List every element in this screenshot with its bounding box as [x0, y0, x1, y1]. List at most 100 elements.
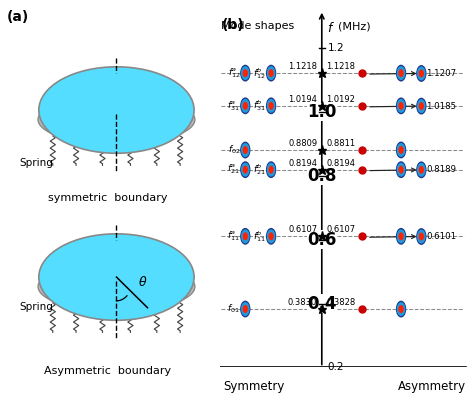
Ellipse shape	[38, 262, 195, 311]
Text: symmetric  boundary: symmetric boundary	[48, 193, 168, 204]
Circle shape	[417, 66, 426, 81]
Text: 0.6107: 0.6107	[288, 226, 317, 234]
Circle shape	[267, 162, 275, 177]
Ellipse shape	[39, 67, 194, 153]
Circle shape	[269, 233, 273, 240]
Circle shape	[397, 98, 406, 114]
Circle shape	[243, 306, 247, 312]
Circle shape	[267, 98, 275, 114]
Text: 0.8811: 0.8811	[327, 139, 356, 148]
Circle shape	[419, 70, 423, 77]
Circle shape	[418, 230, 425, 243]
Text: 1.1207: 1.1207	[426, 69, 456, 78]
Ellipse shape	[38, 95, 195, 144]
Text: 0.3830: 0.3830	[288, 298, 317, 307]
Circle shape	[242, 230, 249, 242]
Text: 1.0192: 1.0192	[327, 95, 356, 104]
Circle shape	[398, 303, 405, 315]
Circle shape	[419, 233, 423, 240]
Circle shape	[419, 167, 423, 173]
Ellipse shape	[39, 234, 194, 320]
Circle shape	[397, 301, 406, 317]
Circle shape	[243, 70, 247, 76]
Circle shape	[397, 65, 406, 81]
Text: $f_{01}$: $f_{01}$	[228, 303, 240, 315]
Text: Spring: Spring	[19, 158, 53, 168]
Circle shape	[398, 230, 405, 242]
Circle shape	[243, 233, 247, 240]
Text: Mode shapes: Mode shapes	[221, 21, 294, 31]
Text: $f^a_{12}$: $f^a_{12}$	[228, 66, 240, 80]
Circle shape	[243, 166, 247, 173]
Circle shape	[399, 103, 403, 109]
Circle shape	[242, 303, 249, 315]
Text: $f_{02}$: $f_{02}$	[228, 144, 240, 156]
Circle shape	[241, 162, 250, 177]
Circle shape	[242, 99, 249, 112]
Circle shape	[397, 229, 406, 244]
Circle shape	[398, 163, 405, 176]
Text: $f^a_{21}$: $f^a_{21}$	[228, 163, 240, 176]
Circle shape	[399, 147, 403, 153]
Circle shape	[267, 230, 275, 242]
Circle shape	[241, 98, 250, 114]
Circle shape	[269, 103, 273, 109]
Circle shape	[243, 103, 247, 109]
Text: 0.8194: 0.8194	[288, 159, 317, 168]
Text: $f^b_{11}$: $f^b_{11}$	[253, 229, 266, 244]
Circle shape	[399, 306, 403, 312]
Text: $f^b_{12}$: $f^b_{12}$	[254, 66, 266, 81]
Circle shape	[269, 70, 273, 76]
Text: $f^b_{21}$: $f^b_{21}$	[253, 162, 266, 177]
Text: $f^a_{31}$: $f^a_{31}$	[228, 99, 240, 112]
Circle shape	[241, 142, 250, 158]
Circle shape	[419, 103, 423, 109]
Circle shape	[242, 163, 249, 176]
Circle shape	[418, 100, 425, 112]
Circle shape	[397, 162, 406, 177]
Circle shape	[399, 70, 403, 76]
Text: $\theta$: $\theta$	[138, 275, 147, 289]
Circle shape	[241, 301, 250, 317]
Text: 0.6107: 0.6107	[327, 226, 356, 234]
Text: 0.8194: 0.8194	[327, 159, 356, 168]
Circle shape	[399, 233, 403, 240]
Text: $f^b_{31}$: $f^b_{31}$	[253, 98, 266, 113]
Text: 0.8: 0.8	[307, 167, 337, 185]
Circle shape	[418, 163, 425, 176]
Circle shape	[243, 147, 247, 153]
Text: 0.4: 0.4	[307, 295, 337, 312]
Text: Symmetry: Symmetry	[223, 380, 284, 393]
Text: 0.6101: 0.6101	[426, 232, 456, 241]
Text: 1.0: 1.0	[307, 103, 337, 121]
Text: 1.0194: 1.0194	[288, 95, 317, 104]
Text: 1.2: 1.2	[328, 43, 344, 53]
Text: Asymmetric  boundary: Asymmetric boundary	[44, 366, 172, 376]
Circle shape	[267, 67, 275, 79]
Text: 0.6: 0.6	[307, 231, 337, 249]
Circle shape	[241, 229, 250, 244]
Circle shape	[417, 98, 426, 114]
Circle shape	[267, 99, 275, 112]
Text: Asymmetry: Asymmetry	[398, 380, 466, 393]
Circle shape	[267, 65, 275, 81]
Text: (a): (a)	[7, 10, 29, 24]
Circle shape	[397, 142, 406, 158]
Circle shape	[399, 166, 403, 173]
Circle shape	[241, 65, 250, 81]
Circle shape	[398, 67, 405, 79]
Circle shape	[267, 229, 275, 244]
Circle shape	[242, 144, 249, 156]
Text: 1.0185: 1.0185	[426, 102, 456, 110]
Circle shape	[398, 100, 405, 112]
Text: 0.8189: 0.8189	[426, 165, 456, 174]
Circle shape	[417, 162, 426, 178]
Text: 0.2: 0.2	[328, 362, 344, 373]
Circle shape	[418, 67, 425, 80]
Text: Spring: Spring	[19, 301, 53, 312]
Text: 0.3828: 0.3828	[327, 298, 356, 307]
Text: 1.1218: 1.1218	[288, 62, 317, 71]
Circle shape	[417, 229, 426, 244]
Text: $f^a_{11}$: $f^a_{11}$	[228, 230, 240, 243]
Circle shape	[267, 163, 275, 176]
